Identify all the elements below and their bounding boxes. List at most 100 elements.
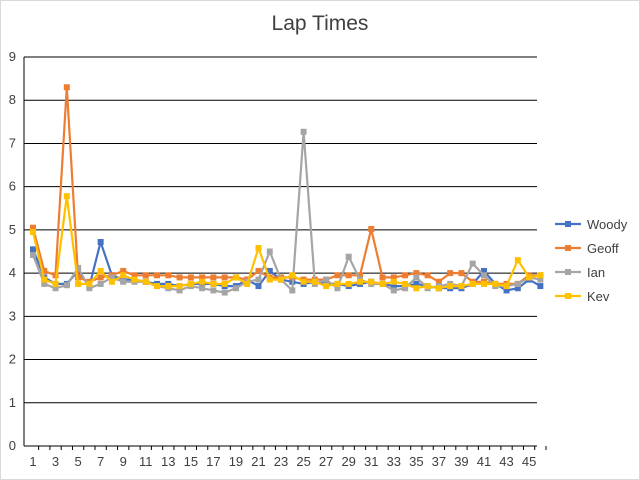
data-point (334, 285, 341, 292)
data-point (30, 251, 36, 258)
data-point (30, 246, 36, 253)
x-tick-label: 23 (274, 454, 288, 469)
data-point (447, 270, 454, 277)
data-point (345, 280, 352, 287)
data-point (402, 272, 409, 279)
data-point (210, 280, 217, 287)
x-tick-label: 17 (206, 454, 220, 469)
data-point (244, 280, 251, 287)
y-tick-label: 8 (9, 92, 16, 107)
data-point (480, 280, 487, 287)
data-point (402, 285, 409, 292)
series-layer (30, 84, 544, 296)
data-point (266, 248, 273, 255)
data-point (187, 280, 194, 287)
data-point (413, 270, 420, 277)
x-tick-label: 45 (522, 454, 536, 469)
data-point (537, 283, 544, 290)
data-point (142, 272, 149, 279)
data-point (503, 283, 510, 290)
data-point (458, 283, 465, 290)
data-point (255, 267, 262, 274)
series-kev (30, 193, 544, 292)
data-point (334, 272, 341, 279)
legend-swatch-marker (565, 293, 571, 299)
x-tick-label: 3 (52, 454, 59, 469)
data-point (30, 229, 36, 236)
data-point (311, 278, 318, 285)
data-point (278, 276, 285, 283)
data-point (199, 278, 206, 285)
y-tick-label: 0 (9, 438, 16, 453)
data-point (537, 276, 544, 283)
data-point (469, 260, 476, 267)
data-point (424, 283, 431, 290)
data-point (52, 285, 59, 292)
data-point (63, 282, 70, 289)
data-point (390, 274, 397, 281)
series-geoff (30, 84, 544, 287)
data-point (390, 287, 397, 294)
x-tick-label: 33 (387, 454, 401, 469)
data-point (41, 280, 48, 287)
data-point (199, 285, 206, 292)
data-point (424, 272, 431, 279)
x-tick-label: 41 (477, 454, 491, 469)
gridlines (24, 56, 537, 404)
legend-entry-kev: Kev (555, 289, 610, 304)
data-point (210, 287, 217, 294)
y-tick-label: 6 (9, 179, 16, 194)
data-point (526, 274, 533, 281)
data-point (86, 285, 93, 292)
data-point (154, 272, 161, 279)
x-tick-label: 1 (29, 454, 36, 469)
data-point (52, 280, 59, 287)
data-point (108, 274, 115, 281)
data-point (97, 238, 104, 245)
legend-entry-woody: Woody (555, 217, 628, 232)
data-point (255, 245, 262, 252)
legend-entry-ian: Ian (555, 265, 605, 280)
data-point (435, 278, 442, 285)
data-point (356, 278, 363, 285)
x-tick-label: 13 (161, 454, 175, 469)
data-point (97, 274, 104, 281)
legend-label: Woody (587, 217, 628, 232)
y-tick-label: 2 (9, 352, 16, 367)
data-point (469, 280, 476, 287)
data-point (413, 274, 420, 281)
data-point (323, 276, 330, 283)
data-point (86, 280, 93, 287)
legend-swatch-marker (565, 221, 571, 227)
data-point (390, 278, 397, 285)
data-point (199, 274, 206, 281)
x-tick-label: 9 (120, 454, 127, 469)
data-point (165, 272, 172, 279)
data-point (108, 278, 115, 285)
data-point (435, 285, 442, 292)
data-point (131, 276, 138, 283)
data-point (334, 280, 341, 287)
x-tick-label: 25 (296, 454, 310, 469)
data-point (368, 278, 375, 285)
data-point (30, 224, 36, 231)
data-point (447, 283, 454, 290)
data-point (221, 289, 228, 296)
legend-label: Ian (587, 265, 605, 280)
data-point (63, 84, 70, 91)
series-line (31, 195, 541, 290)
y-tick-label: 3 (9, 308, 16, 323)
data-point (176, 287, 183, 294)
data-point (345, 272, 352, 279)
data-point (458, 270, 465, 277)
legend-swatch-marker (565, 269, 571, 275)
series-ian (30, 128, 544, 296)
legend: Woody Geoff Ian Kev (555, 217, 628, 304)
x-tick-label: 5 (74, 454, 81, 469)
x-tick-label: 31 (364, 454, 378, 469)
y-tick-label: 1 (9, 395, 16, 410)
data-point (221, 280, 228, 287)
